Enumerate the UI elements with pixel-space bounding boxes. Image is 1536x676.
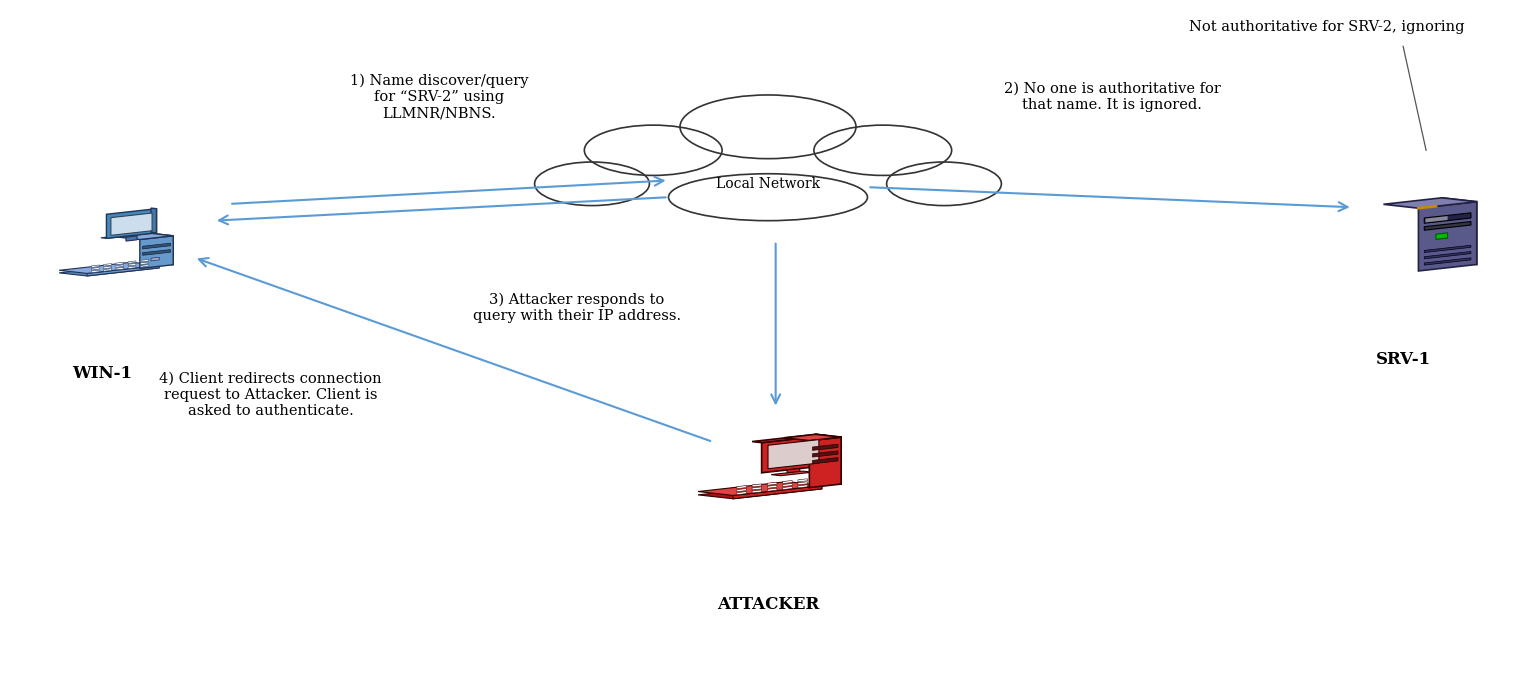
Polygon shape — [1424, 258, 1471, 265]
Text: 3) Attacker responds to
query with their IP address.: 3) Attacker responds to query with their… — [473, 293, 680, 323]
Polygon shape — [126, 236, 137, 241]
Polygon shape — [753, 435, 825, 443]
Polygon shape — [115, 262, 124, 265]
Polygon shape — [1424, 222, 1471, 231]
Polygon shape — [1424, 213, 1471, 223]
Polygon shape — [797, 482, 808, 485]
Ellipse shape — [886, 162, 1001, 206]
Polygon shape — [1442, 198, 1476, 264]
Polygon shape — [816, 434, 842, 484]
Polygon shape — [127, 266, 135, 268]
Polygon shape — [58, 262, 160, 273]
Ellipse shape — [535, 162, 650, 206]
Text: 1) Name discover/query
for “SRV-2” using
LLMNR/NBNS.: 1) Name discover/query for “SRV-2” using… — [350, 73, 528, 120]
Polygon shape — [103, 264, 112, 266]
Polygon shape — [1424, 251, 1471, 259]
Polygon shape — [1384, 198, 1476, 208]
Polygon shape — [92, 268, 100, 270]
Text: Local Network: Local Network — [716, 177, 820, 191]
Polygon shape — [92, 270, 100, 272]
Polygon shape — [771, 471, 813, 476]
Polygon shape — [127, 264, 135, 266]
Ellipse shape — [668, 174, 868, 220]
Polygon shape — [127, 261, 135, 264]
Polygon shape — [115, 268, 124, 270]
Polygon shape — [88, 266, 160, 276]
Polygon shape — [146, 233, 174, 265]
Text: WIN-1: WIN-1 — [72, 365, 132, 382]
Polygon shape — [151, 208, 157, 233]
Polygon shape — [140, 236, 174, 268]
Polygon shape — [92, 265, 100, 268]
Polygon shape — [140, 262, 147, 264]
Polygon shape — [783, 481, 793, 483]
Polygon shape — [797, 485, 808, 488]
Polygon shape — [140, 260, 147, 262]
Ellipse shape — [680, 95, 856, 159]
Polygon shape — [58, 265, 160, 276]
Polygon shape — [103, 269, 112, 271]
Polygon shape — [768, 488, 777, 491]
Polygon shape — [813, 458, 839, 464]
Ellipse shape — [584, 125, 722, 175]
Polygon shape — [753, 484, 762, 487]
Polygon shape — [115, 265, 124, 267]
Polygon shape — [783, 487, 793, 489]
Polygon shape — [786, 468, 800, 473]
Polygon shape — [143, 249, 170, 256]
Text: 4) Client redirects connection
request to Attacker. Client is
asked to authentic: 4) Client redirects connection request t… — [160, 372, 382, 418]
Polygon shape — [1424, 245, 1471, 253]
Polygon shape — [697, 481, 822, 496]
Polygon shape — [768, 485, 777, 488]
Polygon shape — [1436, 233, 1447, 239]
Polygon shape — [733, 485, 822, 499]
Polygon shape — [737, 491, 746, 495]
Polygon shape — [809, 437, 842, 487]
Polygon shape — [697, 485, 822, 499]
Polygon shape — [768, 482, 777, 485]
Polygon shape — [140, 264, 147, 267]
Polygon shape — [783, 434, 842, 441]
Polygon shape — [816, 435, 825, 466]
Ellipse shape — [814, 125, 952, 175]
Polygon shape — [797, 479, 808, 482]
Text: ATTACKER: ATTACKER — [717, 596, 819, 613]
Polygon shape — [753, 490, 762, 493]
Text: 2) No one is authoritative for
that name. It is ignored.: 2) No one is authoritative for that name… — [1005, 82, 1221, 112]
Polygon shape — [103, 266, 112, 268]
Polygon shape — [768, 439, 819, 468]
Text: Not authoritative for SRV-2, ignoring: Not authoritative for SRV-2, ignoring — [1189, 20, 1464, 34]
Polygon shape — [737, 489, 746, 491]
Polygon shape — [783, 483, 793, 487]
Polygon shape — [106, 209, 157, 239]
Polygon shape — [1425, 216, 1447, 222]
Polygon shape — [101, 233, 157, 239]
Polygon shape — [143, 243, 170, 249]
Polygon shape — [753, 487, 762, 490]
Polygon shape — [762, 435, 825, 473]
Polygon shape — [111, 213, 152, 235]
Polygon shape — [737, 485, 746, 489]
Polygon shape — [1418, 201, 1476, 271]
Text: SRV-1: SRV-1 — [1376, 352, 1430, 368]
Polygon shape — [112, 233, 174, 239]
Polygon shape — [813, 451, 839, 457]
Polygon shape — [813, 444, 839, 450]
Polygon shape — [151, 258, 160, 261]
